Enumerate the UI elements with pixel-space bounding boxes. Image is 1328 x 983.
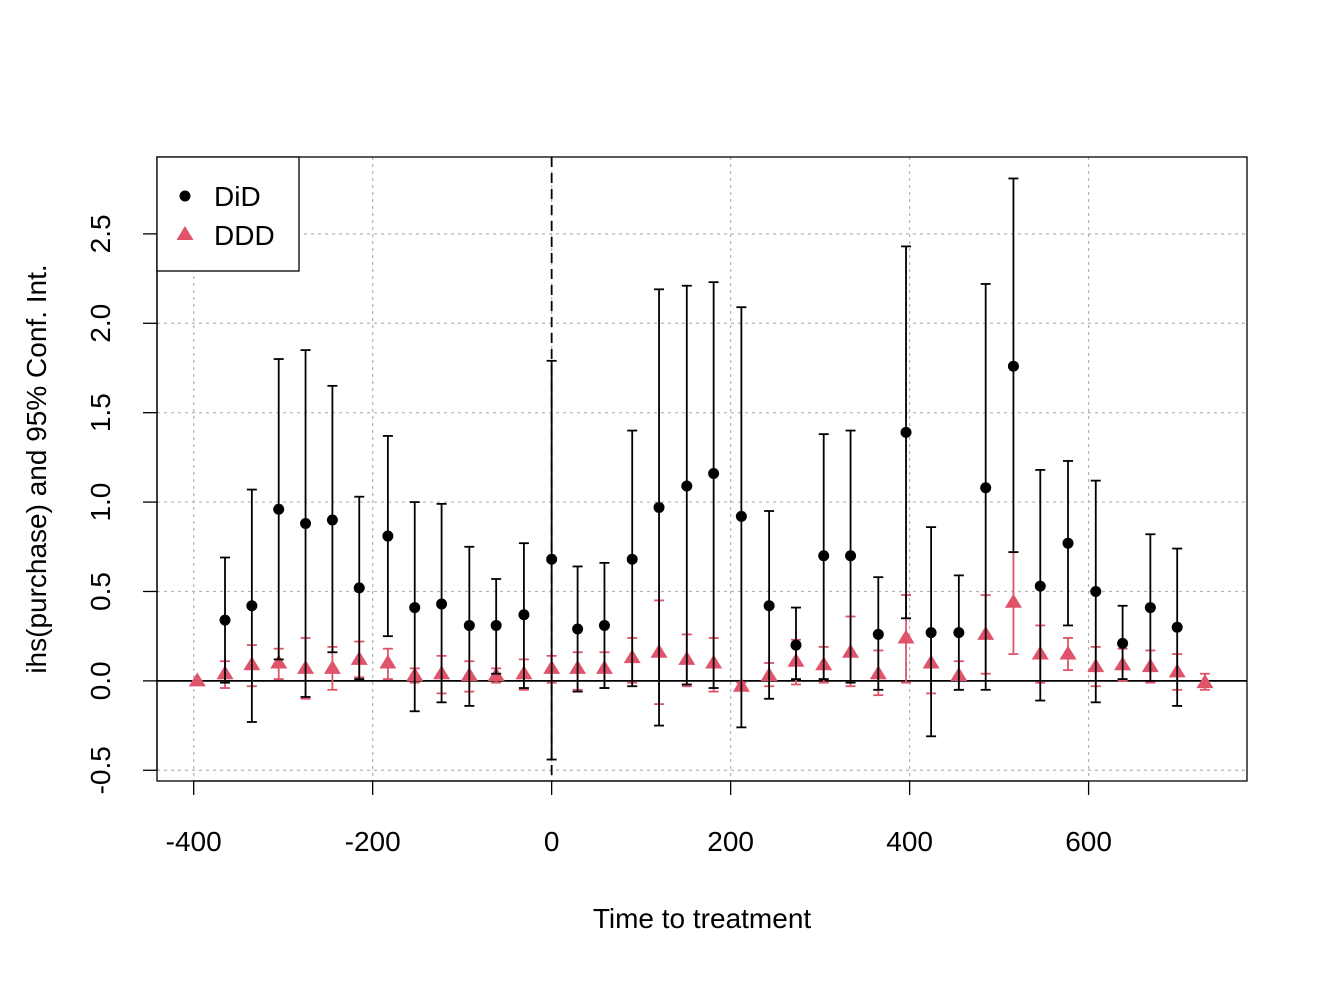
y-tick-label: 2.0 [85, 304, 116, 343]
did-point [626, 553, 638, 565]
did-point [1144, 602, 1156, 614]
x-tick-label: -400 [166, 826, 222, 857]
did-point [490, 619, 502, 631]
y-tick-label: 1.0 [85, 483, 116, 522]
reference-lines [157, 157, 1247, 781]
legend-marker-did [179, 190, 191, 202]
did-point [818, 550, 830, 562]
y-tick-label: 0.0 [85, 661, 116, 700]
did-point [1171, 621, 1183, 633]
legend-label-did: DiD [214, 181, 261, 212]
plot-frame [156, 156, 1248, 782]
did-point [409, 602, 421, 614]
y-tick-label: 0.5 [85, 572, 116, 611]
legend-box [156, 156, 300, 272]
did-point [845, 550, 857, 562]
y-tick-label: 1.5 [85, 393, 116, 432]
did-point [790, 639, 802, 651]
y-tick-label: -0.5 [85, 746, 116, 794]
did-point [763, 600, 775, 612]
did-point [1034, 580, 1046, 592]
did-point [1007, 360, 1019, 372]
did-point [1062, 537, 1074, 549]
series-did [219, 177, 1183, 761]
did-point [953, 627, 965, 639]
x-tick-label: 400 [886, 826, 933, 857]
did-point [546, 553, 558, 565]
did-point [872, 628, 884, 640]
y-axis: -0.5 0.0 0.5 1.0 1.5 2.0 2.5 [85, 214, 158, 794]
legend-label-ddd: DDD [214, 220, 275, 251]
did-point [219, 614, 231, 626]
x-tick-label: 0 [544, 826, 560, 857]
did-point [598, 619, 610, 631]
did-point [572, 623, 584, 635]
did-point [735, 510, 747, 522]
did-point [1090, 585, 1102, 597]
ddd-point [1196, 674, 1214, 689]
did-point [463, 619, 475, 631]
ddd-point [1004, 593, 1022, 608]
x-tick-label: 200 [707, 826, 754, 857]
y-axis-title: ihs(purchase) and 95% Conf. Int. [21, 264, 52, 673]
ddd-point [897, 629, 915, 644]
did-point [353, 582, 365, 594]
did-point [382, 530, 394, 542]
ddd-point [1059, 645, 1077, 660]
did-point [436, 598, 448, 610]
ddd-point [188, 672, 206, 687]
did-point [900, 426, 912, 438]
x-tick-label: -200 [345, 826, 401, 857]
did-point [518, 609, 530, 621]
did-point [246, 600, 258, 612]
did-point [326, 514, 338, 526]
did-point [273, 503, 285, 515]
grid [157, 157, 1247, 781]
legend-marker-ddd [176, 226, 194, 240]
did-point [653, 501, 665, 513]
x-axis-title: Time to treatment [593, 903, 812, 934]
x-tick-label: 600 [1065, 826, 1112, 857]
did-point [1117, 637, 1129, 649]
ddd-point [270, 654, 288, 669]
did-point [708, 467, 720, 479]
did-point [300, 518, 312, 530]
did-point [980, 482, 992, 494]
did-point [925, 627, 937, 639]
did-point [681, 480, 693, 492]
y-tick-label: 2.5 [85, 214, 116, 253]
legend: DiD DDD [156, 156, 300, 272]
ddd-point [379, 654, 397, 669]
x-axis: -400 -200 0 200 400 600 [166, 780, 1112, 857]
ddd-point [323, 659, 341, 674]
